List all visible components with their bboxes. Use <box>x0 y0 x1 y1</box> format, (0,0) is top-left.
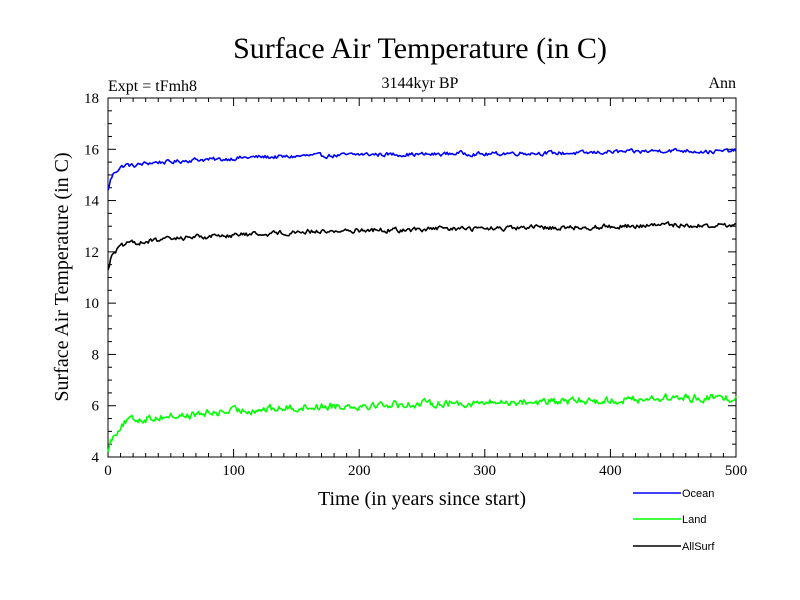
x-tick-label: 0 <box>104 463 112 479</box>
y-axis-label: Surface Air Temperature (in C) <box>51 152 73 401</box>
y-tick-label: 8 <box>92 347 100 363</box>
y-tick-label: 16 <box>84 142 100 158</box>
experiment-label: Expt = tFmh8 <box>108 78 197 95</box>
y-tick-label: 10 <box>84 296 99 312</box>
y-tick-label: 6 <box>92 399 100 415</box>
x-tick-label: 300 <box>474 463 497 479</box>
axis-ticks: 0 100 200 300 400 500 4 6 8 10 12 14 16 18 <box>84 91 747 479</box>
y-tick-label: 18 <box>84 91 99 107</box>
series-line-land <box>107 393 737 453</box>
x-tick-label: 500 <box>725 463 748 479</box>
x-tick-label: 200 <box>348 463 371 479</box>
series-lines <box>107 147 737 453</box>
y-tick-label: 12 <box>84 245 99 261</box>
season-label: Ann <box>708 75 736 92</box>
legend-label-allsurf: AllSurf <box>682 541 715 553</box>
series-line-ocean <box>107 147 737 191</box>
series-line-allsurf <box>107 221 737 271</box>
legend-label-ocean: Ocean <box>682 488 714 500</box>
chart-title: Surface Air Temperature (in C) <box>233 32 607 65</box>
chart-subtitle: 3144kyr BP <box>382 75 459 92</box>
legend-label-land: Land <box>682 514 706 526</box>
x-tick-label: 100 <box>222 463 245 479</box>
legend: Ocean Land AllSurf <box>633 488 715 553</box>
x-axis-label: Time (in years since start) <box>318 488 526 510</box>
y-tick-label: 4 <box>92 450 100 466</box>
x-tick-label: 400 <box>599 463 622 479</box>
y-tick-label: 14 <box>84 194 100 210</box>
